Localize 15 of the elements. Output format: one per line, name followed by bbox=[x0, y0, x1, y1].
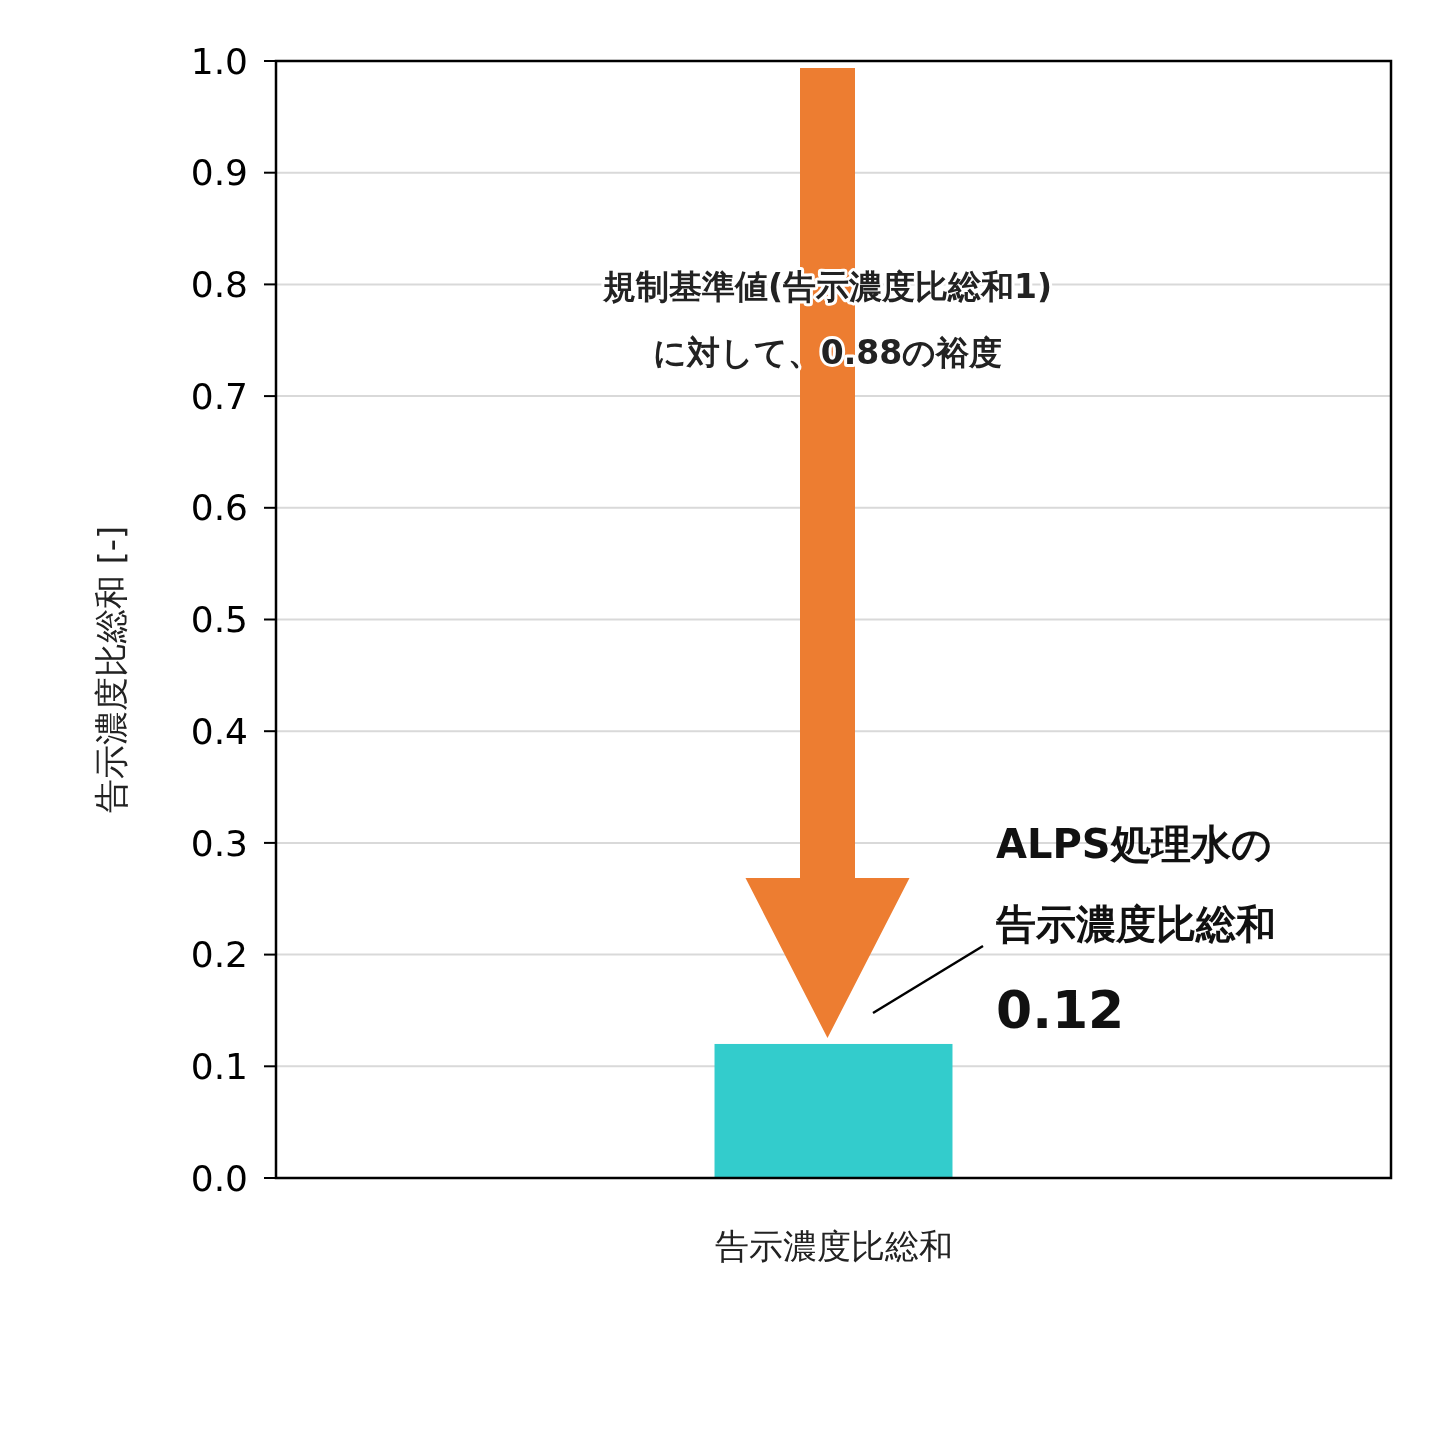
annotation: ALPS処理水の bbox=[996, 820, 1272, 867]
y-tick-label: 0.7 bbox=[190, 375, 248, 417]
y-tick-label: 0.8 bbox=[190, 264, 248, 305]
y-tick-label: 0.1 bbox=[190, 1045, 248, 1087]
y-tick-label: 0.2 bbox=[190, 934, 248, 976]
y-tick-label: 0.0 bbox=[190, 1157, 248, 1199]
y-tick-label: 0.4 bbox=[190, 710, 248, 752]
annotation: 0.12 bbox=[996, 979, 1125, 1040]
y-tick-label: 1.0 bbox=[190, 40, 248, 82]
y-tick-label: 0.9 bbox=[190, 152, 248, 194]
y-tick-label: 0.3 bbox=[190, 822, 248, 864]
y-tick-label: 0.5 bbox=[190, 599, 248, 641]
y-tick-label: 0.6 bbox=[190, 487, 248, 529]
annotation: 告示濃度比総和 bbox=[995, 900, 1276, 947]
y-axis-title: 告示濃度比総和 [-] bbox=[91, 525, 131, 814]
